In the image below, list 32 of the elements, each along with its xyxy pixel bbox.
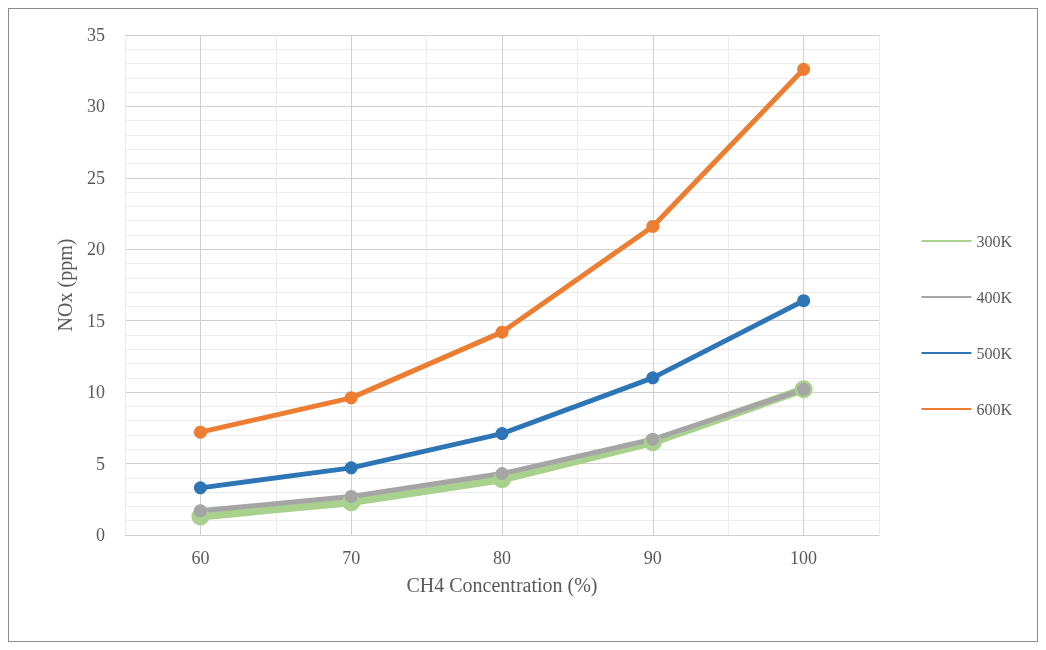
point <box>495 427 509 441</box>
legend-label: 300K <box>976 232 1013 250</box>
x-tick-label: 90 <box>643 548 662 568</box>
point <box>344 391 358 405</box>
x-tick-label: 70 <box>342 548 361 568</box>
point <box>193 425 207 439</box>
point <box>797 294 811 308</box>
y-axis-title: NOx (ppm) <box>54 238 77 332</box>
point <box>193 481 207 495</box>
x-tick-label: 60 <box>191 548 210 568</box>
point <box>193 504 207 518</box>
legend-label: 400K <box>976 288 1013 306</box>
y-tick-label: 20 <box>87 239 105 260</box>
y-tick-label: 10 <box>87 382 105 403</box>
point <box>646 371 660 385</box>
point <box>646 219 660 233</box>
y-tick-label: 15 <box>87 310 105 331</box>
legend-label: 500K <box>976 344 1013 362</box>
x-tick-label: 100 <box>790 548 818 568</box>
y-tick-label: 35 <box>87 25 105 45</box>
legend-label: 600K <box>976 400 1013 418</box>
point <box>495 325 509 339</box>
x-axis-title: CH4 Concentration (%) <box>406 574 598 597</box>
x-tick-label: 80 <box>493 548 511 568</box>
y-tick-label: 0 <box>96 525 105 545</box>
point <box>495 467 509 481</box>
point <box>797 62 811 76</box>
point <box>344 489 358 503</box>
y-tick-label: 5 <box>96 453 105 474</box>
y-tick-label: 30 <box>87 96 105 117</box>
point <box>344 461 358 475</box>
y-tick-label: 25 <box>87 167 105 188</box>
